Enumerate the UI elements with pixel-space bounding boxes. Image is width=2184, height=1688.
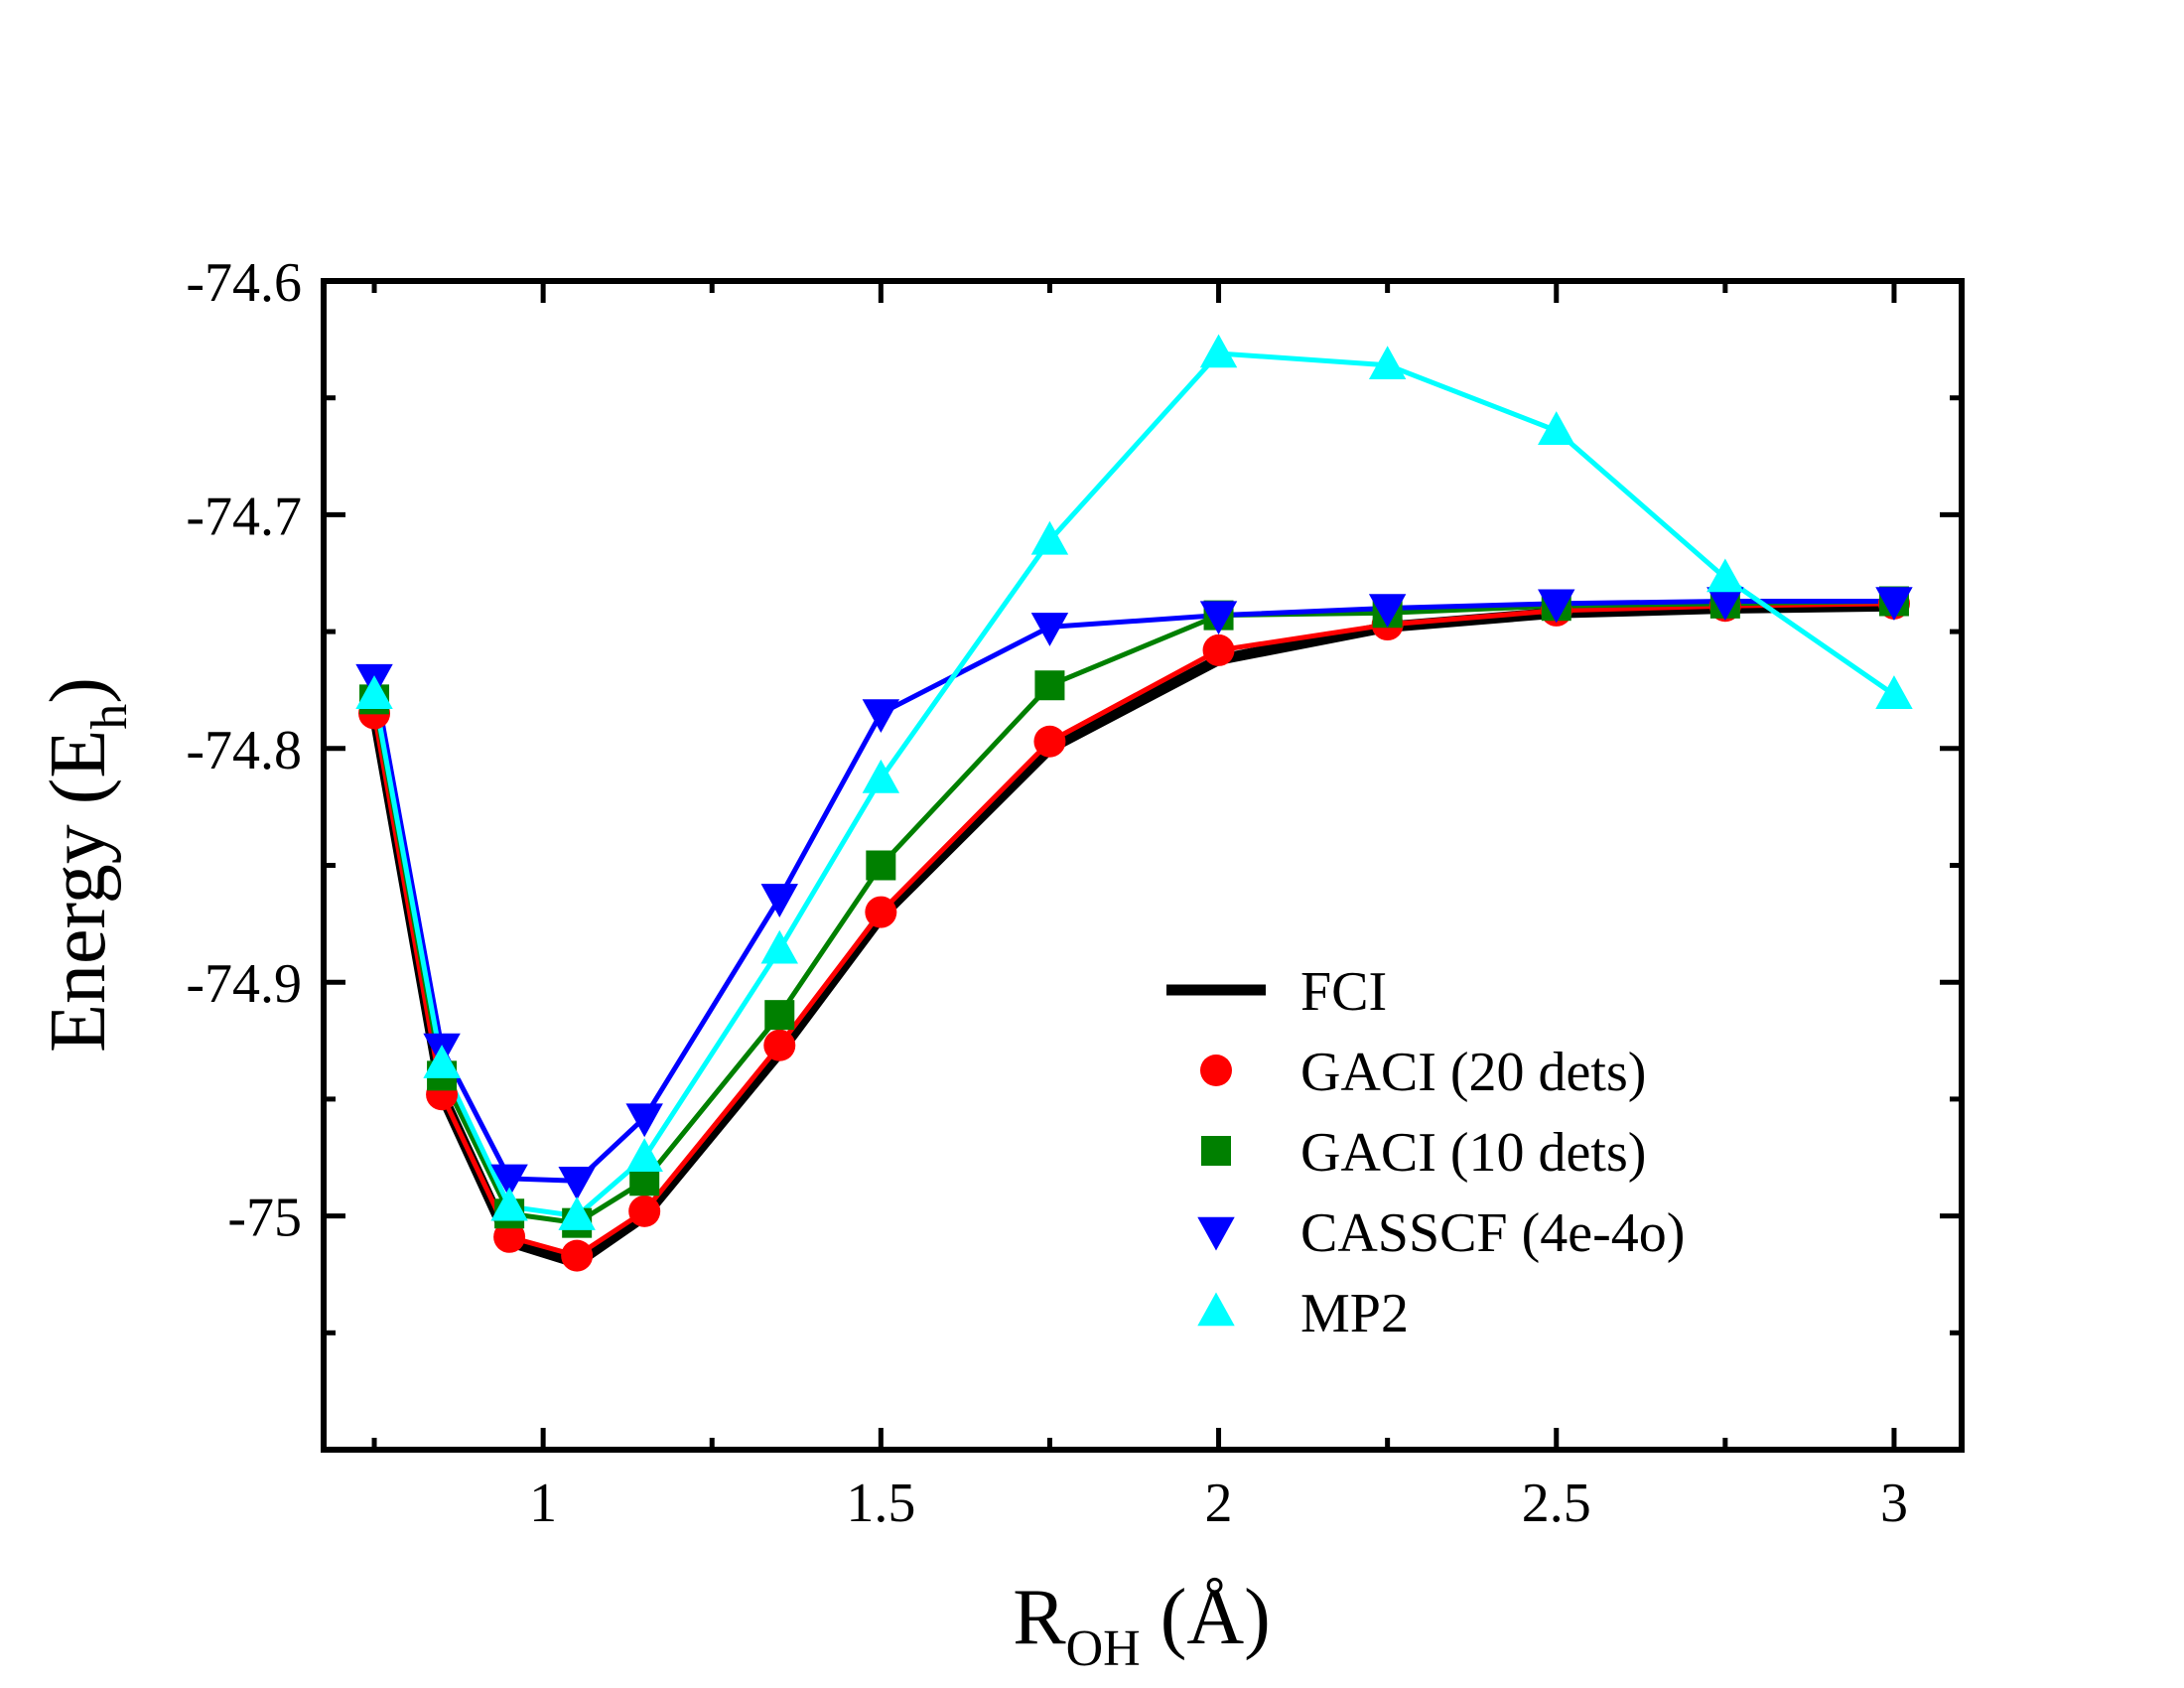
data-point <box>1538 589 1575 624</box>
data-point <box>1706 587 1744 621</box>
x-tick-label: 1.5 <box>846 1473 915 1534</box>
data-point <box>866 850 896 881</box>
y-axis-title: Energy (Eh) <box>35 677 138 1053</box>
x-tick-label: 1 <box>529 1473 557 1534</box>
y-tick-labels: -74.6 -74.7 -74.8 -74.9 -75 <box>186 252 302 1249</box>
data-point <box>865 896 897 928</box>
series-markers <box>355 334 1913 1272</box>
series-line-4 <box>371 351 1896 1219</box>
legend-label: CASSCF (4e-4o) <box>1300 1202 1685 1264</box>
data-point <box>490 1164 528 1198</box>
plot-frame <box>321 278 1965 1453</box>
tick-marks <box>324 278 1962 1450</box>
data-point <box>1202 633 1235 666</box>
x-axis-title: ROH (Å) <box>1013 1574 1271 1677</box>
legend-swatch <box>1201 1136 1231 1166</box>
data-point <box>1033 725 1066 758</box>
legend-swatch <box>1197 1216 1235 1251</box>
x-tick-label: 3 <box>1880 1473 1908 1534</box>
data-point <box>423 1045 461 1078</box>
data-point <box>1706 558 1744 593</box>
legend: FCI GACI (20 dets) GACI (10 dets) CASSCF (4… <box>1166 961 1685 1344</box>
y-tick-label: -75 <box>227 1188 302 1249</box>
data-point <box>1199 334 1238 368</box>
series-lines <box>368 351 1896 1269</box>
data-point <box>1199 601 1238 635</box>
y-tick-label: -74.9 <box>186 953 302 1015</box>
legend-swatch <box>1197 1292 1235 1327</box>
data-point <box>558 1166 596 1200</box>
data-point <box>862 699 900 733</box>
legend-label: GACI (20 dets) <box>1300 1042 1646 1103</box>
data-point <box>760 929 798 964</box>
series-line-0 <box>368 600 1895 1269</box>
y-tick-label: -74.8 <box>186 720 302 781</box>
data-point <box>1538 411 1575 445</box>
data-point <box>625 1138 663 1173</box>
data-point <box>1034 670 1065 701</box>
x-tick-label: 2 <box>1205 1473 1233 1534</box>
x-tick-labels: 1 1.5 2 2.5 3 <box>529 1473 1908 1534</box>
legend-label: GACI (10 dets) <box>1300 1122 1646 1184</box>
data-point <box>760 884 798 917</box>
data-point <box>628 1195 661 1227</box>
data-point <box>558 1196 596 1230</box>
legend-label: FCI <box>1300 961 1387 1023</box>
data-point <box>1368 594 1407 629</box>
y-tick-label: -74.6 <box>186 252 302 314</box>
data-point <box>625 1103 663 1138</box>
data-point <box>764 1000 795 1031</box>
data-point <box>490 1187 528 1221</box>
data-point <box>561 1239 594 1272</box>
data-point <box>1030 613 1069 646</box>
y-tick-label: -74.7 <box>186 486 302 547</box>
legend-label: MP2 <box>1300 1283 1409 1344</box>
data-point <box>763 1029 796 1061</box>
data-point <box>862 759 900 793</box>
data-point <box>1875 675 1913 709</box>
data-point <box>1030 520 1069 555</box>
data-point <box>1875 587 1913 621</box>
data-point <box>355 675 393 709</box>
data-point <box>1368 346 1407 380</box>
x-tick-label: 2.5 <box>1522 1473 1591 1534</box>
data-point <box>493 1220 526 1253</box>
legend-swatch <box>1200 1055 1232 1086</box>
series-line-3 <box>371 598 1894 1184</box>
